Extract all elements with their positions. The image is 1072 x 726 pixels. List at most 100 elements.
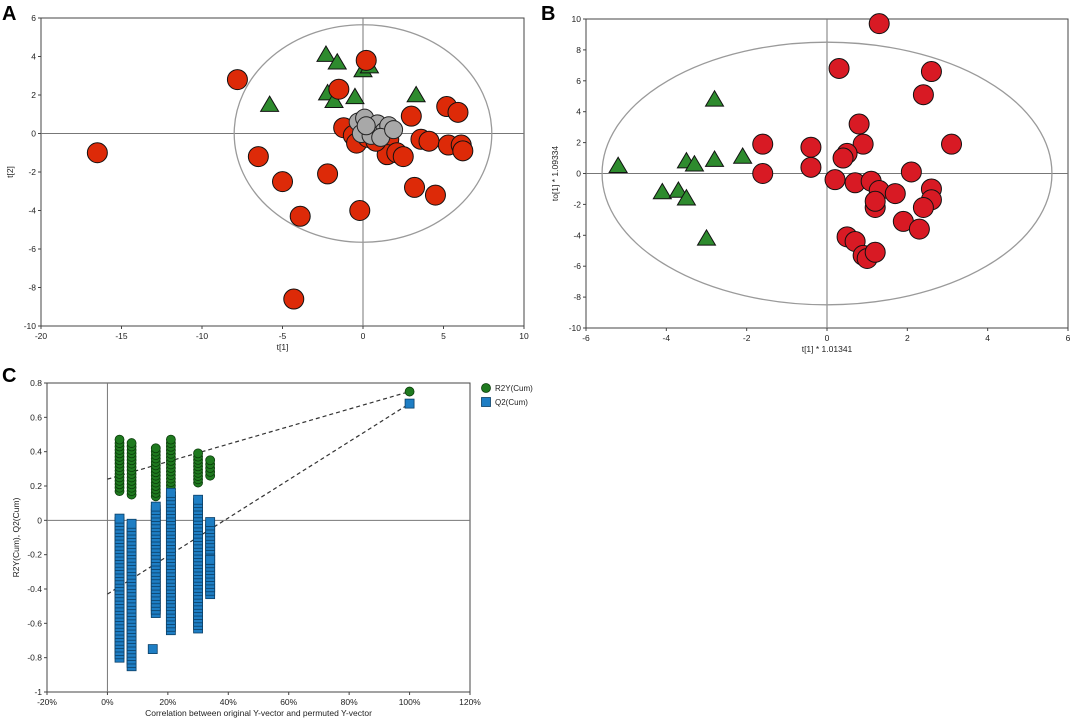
group-circle-point [328, 78, 350, 100]
group-circle-point [864, 241, 886, 263]
y-tick-label: 2 [31, 90, 36, 100]
group-circle-point [868, 13, 890, 35]
group-circle-point [848, 113, 870, 135]
y-tick-label: -0.4 [27, 584, 42, 594]
y-tick-label: -6 [28, 244, 36, 254]
hotelling-ellipse [601, 41, 1053, 306]
q2-point [126, 518, 137, 529]
group-circle-point [800, 136, 822, 158]
y-tick-label: -8 [28, 283, 36, 293]
group-circle-point [349, 200, 371, 221]
group-circle-point [400, 105, 422, 127]
group-triangle-point [608, 156, 629, 174]
x-tick-label: 40% [220, 697, 237, 707]
group-circle-point [247, 146, 269, 168]
q2-point [193, 494, 203, 505]
x-axis-label: t[1] [277, 342, 289, 352]
group-triangle-point [668, 180, 689, 198]
x-tick-label: -20% [37, 697, 57, 707]
y-tick-label: -4 [573, 230, 581, 240]
group-triangle-point [652, 182, 673, 200]
group-triangle-point [316, 45, 336, 62]
group-triangle-point [676, 188, 697, 206]
y-tick-label: -6 [573, 261, 581, 271]
y-tick-label: -0.2 [27, 550, 42, 560]
x-tick-label: -6 [582, 333, 590, 343]
group-circle-point [824, 169, 846, 191]
group-circle-point [424, 184, 446, 206]
x-tick-label: 10 [519, 331, 529, 341]
r2y-point [193, 448, 203, 459]
y-axis-label: to[1] * 1.09334 [550, 146, 560, 202]
group-circle-point [404, 176, 426, 198]
x-tick-label: 6 [1066, 333, 1071, 343]
x-tick-label: 5 [441, 331, 446, 341]
group-triangle-point [259, 95, 280, 112]
y-tick-label: 8 [576, 45, 581, 55]
y-tick-label: 0 [37, 515, 42, 525]
x-tick-label: 0 [361, 331, 366, 341]
group-circle-point [272, 171, 293, 193]
x-tick-label: 80% [341, 697, 358, 707]
x-tick-label: -4 [663, 333, 671, 343]
y-tick-label: 0 [31, 129, 36, 139]
q2-point [147, 644, 158, 654]
q2-point [404, 398, 415, 409]
y-tick-label: 0 [576, 169, 581, 179]
legend-entry-label: R2Y(Cum) [495, 384, 533, 393]
y-tick-label: -0.6 [27, 618, 42, 628]
group-circle-point [86, 142, 108, 164]
group-circle-point [912, 196, 934, 218]
group-circle-point [392, 146, 414, 168]
group-triangle-point [406, 85, 427, 103]
group-circle-point [418, 130, 440, 152]
x-tick-label: -15 [115, 331, 128, 341]
y-tick-label: -1 [34, 687, 42, 697]
panel-letter-a: A [2, 3, 16, 25]
x-tick-label: 0% [101, 697, 114, 707]
group-triangle-point [696, 228, 717, 246]
hotelling-ellipse [233, 24, 493, 243]
q2-point [150, 501, 161, 512]
group-circle-point [452, 140, 474, 162]
y-tick-label: -4 [28, 206, 36, 216]
x-tick-label: 4 [985, 333, 990, 343]
y-tick-label: 6 [31, 13, 36, 23]
group-circle-point [852, 133, 874, 155]
y-tick-label: 0.2 [30, 481, 42, 491]
legend-r2y-marker [481, 383, 491, 393]
y-tick-label: -0.8 [27, 653, 42, 663]
group-circle-point [317, 163, 339, 185]
legend-q2-marker [481, 397, 491, 407]
r2y-point [205, 455, 216, 466]
y-tick-label: 10 [572, 14, 582, 24]
qc-sample-point [384, 120, 404, 140]
q2-point [205, 554, 216, 565]
y-tick-label: -8 [573, 292, 581, 302]
y-tick-label: -10 [569, 323, 582, 333]
x-tick-label: 120% [459, 697, 481, 707]
group-circle-point [283, 288, 305, 310]
x-tick-label: -5 [279, 331, 287, 341]
x-tick-label: -10 [196, 331, 209, 341]
x-axis-label: Correlation between original Y-vector an… [145, 708, 372, 718]
y-tick-label: 4 [576, 107, 581, 117]
group-triangle-point [324, 91, 344, 109]
r2y-point [114, 434, 125, 445]
y-tick-label: -10 [24, 321, 37, 331]
y-tick-label: 4 [31, 52, 36, 62]
group-circle-point [912, 84, 934, 106]
y-tick-label: 0.4 [30, 447, 42, 457]
r2y-point [404, 386, 415, 397]
plot-frame [46, 382, 471, 693]
group-triangle-point [732, 146, 753, 164]
group-circle-point [884, 183, 906, 205]
y-tick-label: 2 [576, 138, 581, 148]
x-tick-label: 2 [905, 333, 910, 343]
x-tick-label: -2 [743, 333, 751, 343]
q2-point [114, 513, 125, 524]
group-circle-point [752, 163, 774, 184]
legend-entry-label: Q2(Cum) [495, 398, 528, 407]
